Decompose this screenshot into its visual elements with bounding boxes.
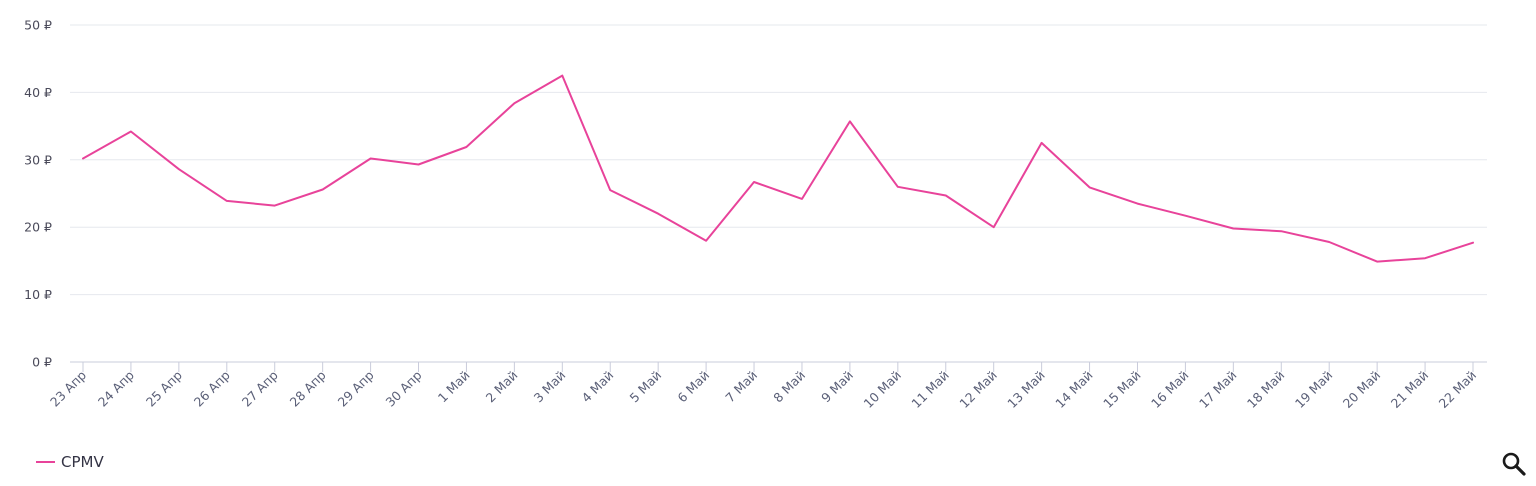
- x-tick-label: 12 Май: [956, 368, 999, 411]
- x-tick-label: 1 Май: [435, 368, 473, 406]
- x-tick-label: 15 Май: [1100, 368, 1143, 411]
- series-line-cpmv: [82, 74, 1474, 263]
- grid-lines: [70, 24, 1487, 296]
- x-tick-label: 22 Май: [1436, 368, 1479, 411]
- y-tick-label: 30 ₽: [24, 152, 52, 167]
- x-tick-label: 20 Май: [1340, 368, 1383, 411]
- x-tick-label: 7 Май: [722, 368, 760, 406]
- y-tick-label: 50 ₽: [24, 18, 52, 33]
- x-tick-label: 13 Май: [1004, 368, 1047, 411]
- x-axis-labels: 23 Апр 24 Апр 25 Апр 26 Апр 27 Апр 28 Апр 29 А…: [47, 367, 1479, 410]
- y-tick-label: 10 ₽: [24, 287, 52, 302]
- x-tick-label: 25 Апр: [143, 367, 185, 409]
- x-tick-label: 23 Апр: [47, 367, 89, 409]
- x-tick-label: 16 Май: [1148, 368, 1191, 411]
- x-tick-label: 29 Апр: [335, 367, 377, 409]
- x-tick-label: 5 Май: [626, 368, 664, 406]
- line-chart: 0 ₽ 10 ₽ 20 ₽ 30 ₽ 40 ₽ 50 ₽ 23 Апр 24 Апр 25 А…: [24, 18, 1487, 411]
- x-tick-label: 28 Апр: [287, 367, 329, 409]
- x-tick-label: 24 Апр: [95, 367, 137, 409]
- legend-item-cpmv[interactable]: CPMV: [36, 453, 104, 471]
- x-tick-label: 18 Май: [1244, 368, 1287, 411]
- y-tick-label: 0 ₽: [32, 355, 52, 370]
- x-axis: [70, 361, 1487, 372]
- x-tick-label: 17 Май: [1196, 368, 1239, 411]
- x-tick-label: 14 Май: [1052, 368, 1095, 411]
- y-tick-label: 20 ₽: [24, 220, 52, 235]
- x-tick-label: 8 Май: [770, 368, 808, 406]
- y-axis-labels: 0 ₽ 10 ₽ 20 ₽ 30 ₽ 40 ₽ 50 ₽: [24, 18, 52, 370]
- x-tick-label: 4 Май: [579, 368, 617, 406]
- zoom-button[interactable]: [1500, 450, 1528, 478]
- x-tick-label: 19 Май: [1292, 368, 1335, 411]
- x-tick-label: 27 Апр: [239, 367, 281, 409]
- series-group: [82, 74, 1474, 263]
- y-tick-label: 40 ₽: [24, 85, 52, 100]
- x-tick-label: 26 Апр: [191, 367, 233, 409]
- legend-label: CPMV: [61, 453, 104, 471]
- x-tick-label: 3 Май: [531, 368, 569, 406]
- x-tick-label: 10 Май: [860, 368, 903, 411]
- x-tick-label: 21 Май: [1388, 368, 1431, 411]
- x-tick-label: 6 Май: [674, 368, 712, 406]
- legend-swatch: [36, 461, 55, 463]
- x-tick-label: 2 Май: [483, 368, 521, 406]
- magnifier-icon: [1502, 452, 1526, 476]
- x-tick-label: 9 Май: [818, 368, 856, 406]
- x-tick-label: 11 Май: [908, 368, 951, 411]
- x-tick-label: 30 Апр: [383, 367, 425, 409]
